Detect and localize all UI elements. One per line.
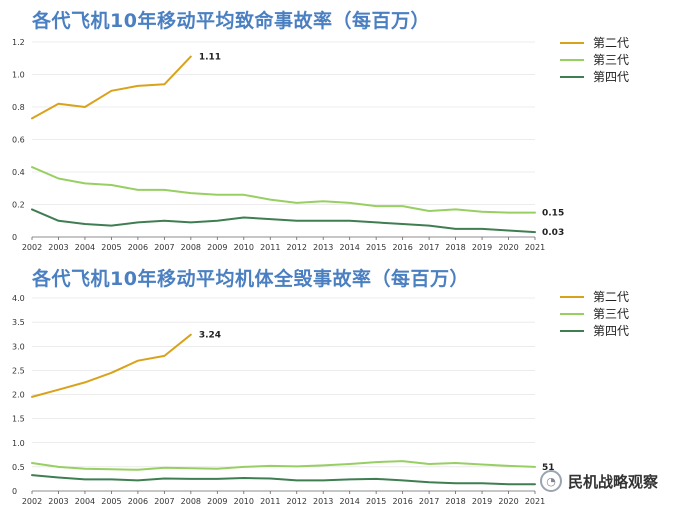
x-tick-label: 2005	[101, 497, 121, 506]
x-tick-label: 2005	[101, 243, 121, 252]
x-tick-label: 2020	[498, 497, 518, 506]
x-tick-label: 2017	[419, 497, 439, 506]
y-tick-label: 1.0	[12, 71, 25, 80]
legend-item-gen2: 第二代	[560, 34, 629, 51]
x-tick-label: 2006	[128, 243, 148, 252]
legend-swatch	[560, 295, 584, 298]
legend-item-gen3: 第三代	[560, 305, 629, 322]
y-tick-label: 0.4	[12, 168, 25, 177]
x-tick-label: 2013	[313, 243, 333, 252]
x-tick-label: 2004	[75, 497, 95, 506]
hull-loss-rate-plot: 0 0.5 1.0 1.5 2.0 2.5 3.0 3.5 4.0 2002 2003 2004 200…	[12, 294, 555, 506]
x-tick-label: 2019	[472, 243, 492, 252]
data-label: 0.03	[542, 228, 564, 238]
chart-title: 各代飞机10年移动平均致命事故率（每百万）	[32, 10, 430, 32]
x-tick-label: 2010	[234, 243, 254, 252]
data-label: 3.24	[199, 331, 221, 341]
legend-label: 第四代	[593, 70, 630, 84]
x-tick-label: 2012	[287, 497, 307, 506]
x-tick-label: 2006	[128, 497, 148, 506]
y-tick-label: 1.5	[12, 415, 25, 424]
x-tick-label: 2015	[366, 497, 386, 506]
legend-swatch	[560, 312, 584, 315]
x-tick-label: 2004	[75, 243, 95, 252]
legend-label: 第三代	[593, 307, 630, 321]
watermark: ◔ 民机战略观察	[540, 470, 658, 492]
y-tick-label: 0	[12, 233, 17, 242]
y-tick-label: 0.2	[12, 201, 25, 210]
x-tick-label: 2013	[313, 497, 333, 506]
series-line-4	[31, 208, 536, 234]
x-tick-label: 2015	[366, 243, 386, 252]
legend-label: 第三代	[593, 53, 630, 67]
x-tick-label: 2012	[287, 243, 307, 252]
legend-swatch	[560, 329, 584, 332]
x-tick-label: 2003	[48, 243, 68, 252]
x-tick-label: 2008	[181, 243, 201, 252]
legend-item-gen4: 第四代	[560, 322, 629, 339]
x-tick-label: 2007	[154, 243, 174, 252]
x-tick-label: 2017	[419, 243, 439, 252]
fatal-accident-rate-chart: 各代飞机10年移动平均致命事故率（每百万） 0 0.2 0.4 0.6 0.8 1.0 1.…	[0, 0, 692, 256]
y-tick-label: 0	[12, 487, 17, 496]
x-tick-label: 2011	[260, 243, 280, 252]
x-tick-label: 2010	[234, 497, 254, 506]
watermark-text: 民机战略观察	[568, 472, 659, 491]
hull-loss-rate-chart: 各代飞机10年移动平均机体全毁事故率（每百万） 0 0.5 1.0 1.5 2.0 2.5…	[0, 256, 692, 513]
x-tick-label: 2014	[340, 243, 360, 252]
legend-swatch	[560, 41, 584, 44]
series-line-3	[31, 166, 536, 214]
x-tick-label: 2021	[525, 243, 545, 252]
legend-item-gen2: 第二代	[560, 288, 629, 305]
legend-swatch	[560, 75, 584, 78]
x-tick-label: 2002	[22, 243, 42, 252]
x-tick-label: 2002	[22, 497, 42, 506]
fatal-accident-rate-plot: 0 0.2 0.4 0.6 0.8 1.0 1.2 2002 2003 2004 2005 2006 2…	[12, 38, 564, 252]
series-line-3	[31, 460, 536, 471]
legend-label: 第二代	[593, 290, 630, 304]
x-tick-label: 2007	[154, 497, 174, 506]
x-tick-label: 2018	[445, 497, 465, 506]
x-tick-label: 2016	[392, 497, 412, 506]
legend-item-gen3: 第三代	[560, 51, 629, 68]
y-tick-label: 4.0	[12, 294, 25, 303]
legend: 第二代 第三代 第四代	[560, 34, 629, 85]
data-label: 1.11	[199, 53, 221, 63]
wechat-logo-icon: ◔	[540, 470, 562, 492]
x-tick-label: 2014	[340, 497, 360, 506]
x-tick-label: 2011	[260, 497, 280, 506]
x-tick-label: 2019	[472, 497, 492, 506]
x-tick-label: 2009	[207, 243, 227, 252]
x-tick-label: 2016	[392, 243, 412, 252]
y-tick-label: 0.5	[12, 463, 25, 472]
y-tick-label: 2.5	[12, 366, 25, 375]
series-line-4	[31, 474, 536, 486]
legend-swatch	[560, 58, 584, 61]
x-tick-label: 2018	[445, 243, 465, 252]
series-line-2	[31, 55, 192, 120]
legend: 第二代 第三代 第四代	[560, 288, 629, 339]
y-tick-label: 0.8	[12, 103, 25, 112]
x-tick-label: 2021	[525, 497, 545, 506]
y-tick-label: 0.6	[12, 136, 25, 145]
legend-label: 第四代	[593, 324, 630, 338]
y-tick-label: 2.0	[12, 391, 25, 400]
data-label: 0.15	[542, 209, 564, 219]
x-tick-label: 2008	[181, 497, 201, 506]
series-line-2	[31, 333, 192, 398]
y-tick-label: 1.0	[12, 439, 25, 448]
data-label: 51	[542, 463, 555, 473]
chart-title: 各代飞机10年移动平均机体全毁事故率（每百万）	[32, 268, 469, 290]
legend-item-gen4: 第四代	[560, 68, 629, 85]
legend-label: 第二代	[593, 36, 630, 50]
y-tick-label: 1.2	[12, 38, 25, 47]
x-tick-label: 2020	[498, 243, 518, 252]
x-tick-label: 2009	[207, 497, 227, 506]
y-tick-label: 3.0	[12, 342, 25, 351]
x-tick-label: 2003	[48, 497, 68, 506]
y-tick-label: 3.5	[12, 318, 25, 327]
